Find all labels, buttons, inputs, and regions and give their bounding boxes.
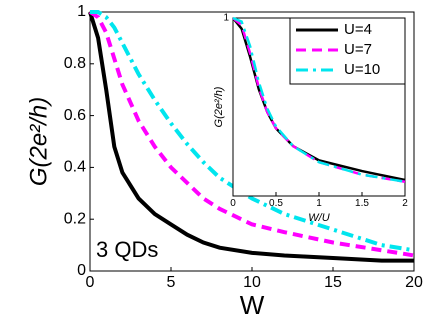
y-axis-label: G(2e²/h) (213, 86, 225, 127)
x-tick-label: 0 (86, 274, 95, 291)
y-tick-label: 0.4 (64, 159, 86, 176)
y-tick-label: 0.8 (64, 55, 86, 72)
series-line (88, 10, 415, 258)
y-tick-label: 1 (223, 13, 229, 24)
series-line (232, 16, 406, 183)
x-tick-label: 0.5 (269, 198, 283, 209)
x-tick-label: 15 (324, 274, 342, 291)
x-tick-label: 1.5 (355, 198, 369, 209)
x-tick-label: 20 (405, 274, 423, 291)
series-line (88, 11, 414, 263)
x-tick-label: 10 (243, 274, 261, 291)
x-axis-label: W/U (308, 212, 329, 224)
x-tick-label: 0 (230, 198, 236, 209)
x-tick-label: 2 (402, 198, 408, 209)
x-axis-label: W (240, 290, 265, 320)
series-line (232, 17, 406, 183)
series-line (90, 10, 415, 253)
legend-label: U=4 (344, 21, 372, 38)
y-tick-label: 0 (77, 262, 86, 279)
y-tick-label: 0.2 (64, 210, 86, 227)
x-tick-label: 1 (316, 198, 322, 209)
y-tick-label: 1 (77, 3, 86, 20)
legend-label: U=10 (344, 61, 380, 78)
x-tick-label: 5 (167, 274, 176, 291)
series-line (232, 17, 406, 182)
y-tick-label: 0.6 (64, 107, 86, 124)
legend-label: U=7 (344, 41, 372, 58)
annotation: 3 QDs (96, 237, 158, 262)
y-axis-label: G(2e²/h) (25, 97, 52, 186)
